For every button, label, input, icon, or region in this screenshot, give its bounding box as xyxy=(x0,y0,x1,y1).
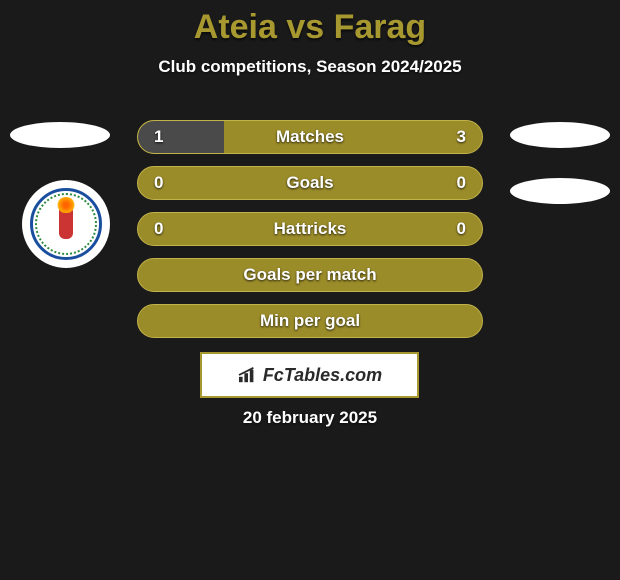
bar-label: Hattricks xyxy=(138,219,482,239)
bar-label: Min per goal xyxy=(138,311,482,331)
bar-label: Goals xyxy=(138,173,482,193)
stat-bar: 00Hattricks xyxy=(137,212,483,246)
brand-label: FcTables.com xyxy=(237,365,382,386)
stat-bar: Goals per match xyxy=(137,258,483,292)
comparison-bars: 13Matches 00Goals 00Hattricks Goals per mat… xyxy=(137,120,483,350)
stat-bar: 13Matches xyxy=(137,120,483,154)
date-label: 20 february 2025 xyxy=(0,408,620,428)
page-title: Ateia vs Farag xyxy=(0,0,620,47)
chart-icon xyxy=(237,366,259,384)
player-left-placeholder xyxy=(10,122,110,148)
club-logo-emblem xyxy=(30,188,102,260)
player-right-placeholder-1 xyxy=(510,122,610,148)
torch-icon xyxy=(59,209,73,239)
player-right-placeholder-2 xyxy=(510,178,610,204)
stat-bar: 00Goals xyxy=(137,166,483,200)
brand-box[interactable]: FcTables.com xyxy=(200,352,419,398)
subtitle: Club competitions, Season 2024/2025 xyxy=(0,57,620,77)
stat-bar: Min per goal xyxy=(137,304,483,338)
bar-label: Goals per match xyxy=(138,265,482,285)
club-logo-left xyxy=(22,180,110,268)
brand-text-value: FcTables.com xyxy=(263,365,382,386)
bar-label: Matches xyxy=(138,127,482,147)
